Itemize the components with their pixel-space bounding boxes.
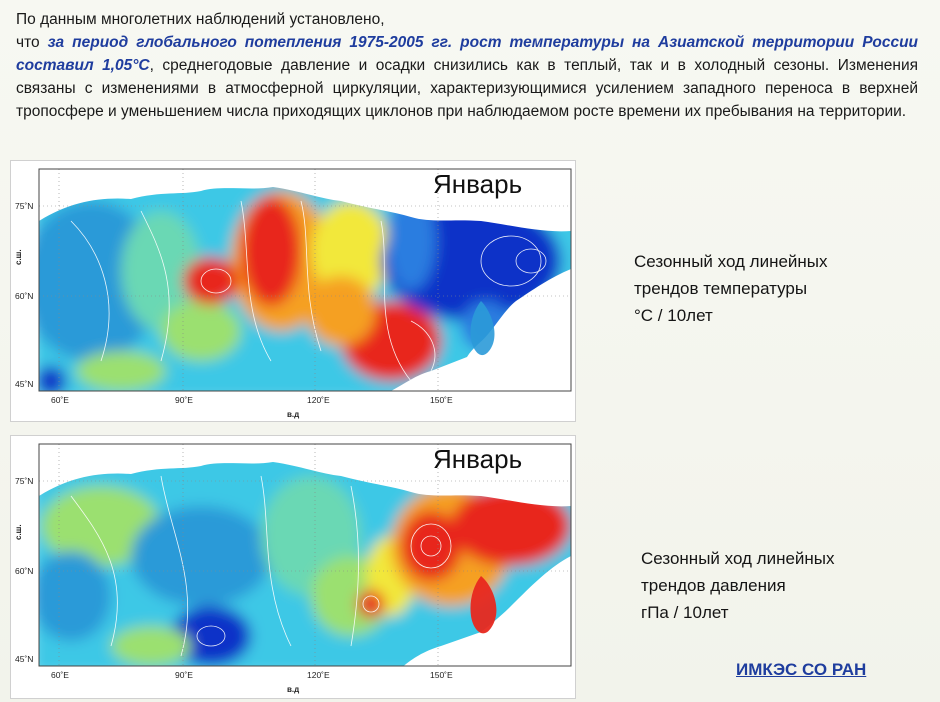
- lat-tick-45: 45˚N: [15, 379, 33, 389]
- pressure-map-panel: Январь 75˚N 60˚N 45˚N с.ш. 60˚E 90˚E 120…: [10, 435, 576, 699]
- caption-line: трендов температуры: [634, 279, 808, 298]
- temperature-map-panel: Январь 75˚N 60˚N 45˚N с.ш. 60˚E 90˚E 120…: [10, 160, 576, 422]
- lon-tick-90: 90˚E: [175, 670, 193, 680]
- map-title: Январь: [433, 169, 522, 199]
- x-axis-label: в.д: [287, 685, 299, 694]
- lon-tick-150: 150˚E: [430, 670, 453, 680]
- lat-tick-60: 60˚N: [15, 291, 33, 301]
- lat-tick-45: 45˚N: [15, 654, 33, 664]
- lon-tick-60: 60˚E: [51, 395, 69, 405]
- lon-tick-150: 150˚E: [430, 395, 453, 405]
- lon-tick-60: 60˚E: [51, 670, 69, 680]
- caption-line: трендов давления: [641, 576, 786, 595]
- temperature-trend-map: Январь 75˚N 60˚N 45˚N с.ш. 60˚E 90˚E 120…: [14, 168, 572, 419]
- intro-rest: , среднегодовые давление и осадки снизил…: [16, 57, 919, 120]
- caption-line: °С / 10лет: [634, 306, 713, 325]
- lat-tick-75: 75˚N: [15, 201, 33, 211]
- x-axis-label: в.д: [287, 410, 299, 419]
- y-axis-label: с.ш.: [14, 249, 23, 265]
- caption-line: Сезонный ход линейных: [634, 252, 828, 271]
- intro-highlight: за период глобального потепления 1975-20…: [16, 34, 919, 74]
- pressure-trend-map: Январь 75˚N 60˚N 45˚N с.ш. 60˚E 90˚E 120…: [14, 443, 572, 694]
- map-title: Январь: [433, 444, 522, 474]
- caption-line: гПа / 10лет: [641, 603, 729, 622]
- lon-tick-120: 120˚E: [307, 395, 330, 405]
- intro-line-1: По данным многолетних наблюдений установ…: [16, 11, 385, 28]
- lon-tick-120: 120˚E: [307, 670, 330, 680]
- caption-line: Сезонный ход линейных: [641, 549, 835, 568]
- temperature-caption: Сезонный ход линейных трендов температур…: [634, 248, 828, 329]
- imkes-link[interactable]: ИМКЭС СО РАН: [736, 660, 867, 679]
- lon-tick-90: 90˚E: [175, 395, 193, 405]
- lat-tick-60: 60˚N: [15, 566, 33, 576]
- y-axis-label: с.ш.: [14, 524, 23, 540]
- lat-tick-75: 75˚N: [15, 476, 33, 486]
- intro-prefix: что: [16, 34, 48, 51]
- intro-paragraph: По данным многолетних наблюдений установ…: [16, 8, 918, 123]
- pressure-caption: Сезонный ход линейных трендов давления г…: [641, 545, 835, 626]
